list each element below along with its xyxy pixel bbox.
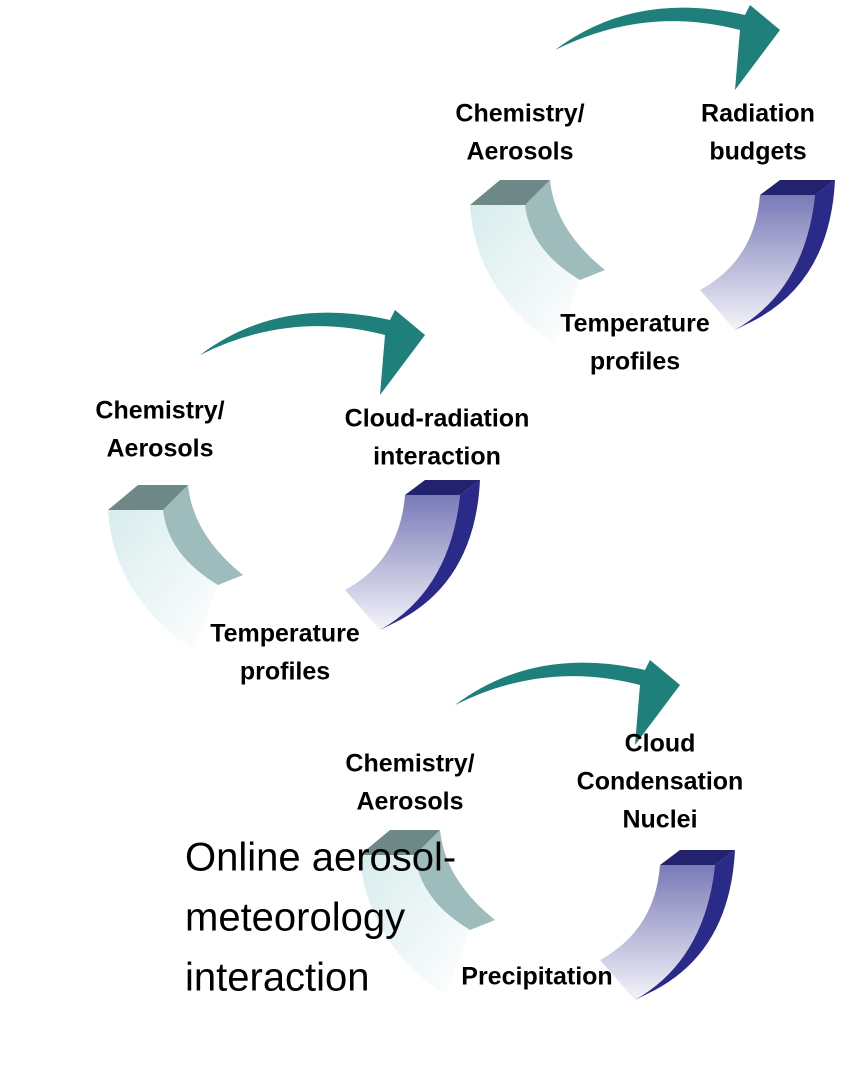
cycle-label: Cloud-radiation	[345, 405, 530, 433]
page: Chemistry/Aerosols Radiation budgets Temper…	[0, 0, 844, 1079]
cycle-label: Aerosols	[107, 435, 214, 463]
cycle-label: Condensation	[577, 768, 744, 796]
cycle-label: interaction	[373, 443, 501, 471]
cycle-label: Radiation	[701, 100, 815, 128]
caption: Online aerosol-	[185, 836, 456, 880]
cycle-label: Cloud	[625, 730, 696, 758]
cycle-label: profiles	[590, 348, 680, 376]
cycle-label: Chemistry/	[95, 397, 224, 425]
cycle-label: Nuclei	[622, 806, 697, 834]
cycle-arrow-top	[200, 310, 425, 395]
cycle-label: Chemistry/	[345, 750, 474, 778]
caption: interaction	[185, 956, 370, 1000]
cycle-label: Aerosols	[357, 788, 464, 816]
cycle-label: Precipitation	[461, 963, 612, 991]
cycle-label: Temperature	[210, 620, 360, 648]
caption: meteorology	[185, 896, 405, 940]
cycle-label: Aerosols	[467, 138, 574, 166]
cycle-label: Temperature	[560, 310, 710, 338]
cycle-label: profiles	[240, 658, 330, 686]
cycle-arrow-top	[555, 5, 780, 90]
cycle-label: budgets	[709, 138, 806, 166]
cycle-label: Chemistry/	[455, 100, 584, 128]
